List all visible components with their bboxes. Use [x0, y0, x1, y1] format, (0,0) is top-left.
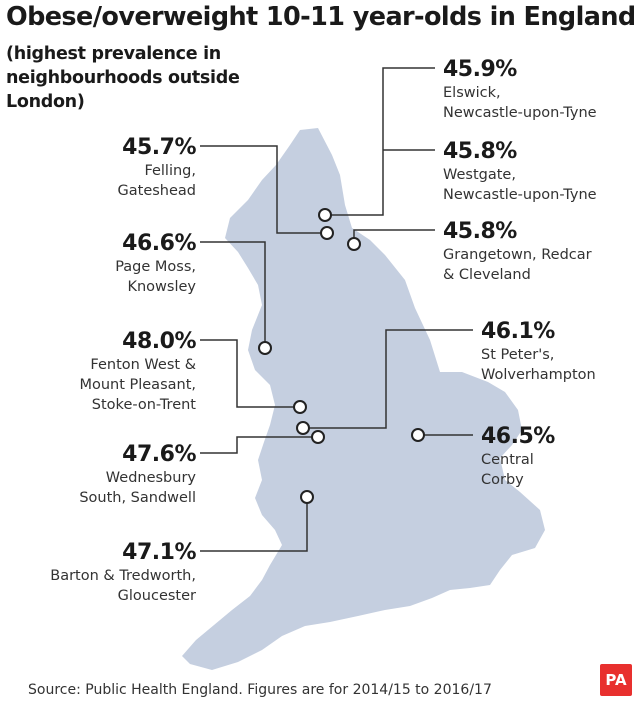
- marker-felling: [320, 226, 334, 240]
- label-westgate: 45.8% Westgate, Newcastle-upon-Tyne: [443, 139, 597, 205]
- label-st-peters: 46.1% St Peter's, Wolverhampton: [481, 319, 596, 385]
- place-corby-2: Corby: [481, 472, 524, 488]
- marker-wednesbury: [311, 430, 325, 444]
- source-note: Source: Public Health England. Figures a…: [28, 682, 492, 698]
- place-gloucester-2: Gloucester: [117, 588, 196, 604]
- place-st-peters-1: St Peter's,: [481, 347, 555, 363]
- place-wednesbury-2: South, Sandwell: [79, 490, 196, 506]
- place-grangetown-2: & Cleveland: [443, 267, 531, 283]
- place-corby-1: Central: [481, 452, 534, 468]
- label-felling: 45.7% Felling, Gateshead: [117, 135, 197, 201]
- map-title: Obese/overweight 10-11 year-olds in Engl…: [6, 2, 636, 32]
- place-wednesbury-1: Wednesbury: [105, 470, 196, 486]
- place-felling-2: Gateshead: [117, 183, 196, 199]
- place-fenton-2: Mount Pleasant,: [79, 377, 196, 393]
- value-elswick: 45.9%: [443, 57, 517, 82]
- label-fenton: 48.0% Fenton West & Mount Pleasant, Stok…: [79, 329, 196, 415]
- place-fenton-1: Fenton West &: [90, 357, 196, 373]
- value-fenton: 48.0%: [122, 329, 196, 354]
- label-gloucester: 47.1% Barton & Tredworth, Gloucester: [50, 540, 196, 606]
- map-subtitle: (highest prevalence in neighbourhoods ou…: [6, 44, 240, 112]
- marker-grangetown: [347, 237, 361, 251]
- marker-gloucester: [300, 490, 314, 504]
- place-westgate-1: Westgate,: [443, 167, 516, 183]
- marker-corby: [411, 428, 425, 442]
- value-felling: 45.7%: [122, 135, 196, 160]
- place-gloucester-1: Barton & Tredworth,: [50, 568, 196, 584]
- place-felling-1: Felling,: [144, 163, 196, 179]
- leader-line-fenton: [200, 339, 300, 408]
- value-westgate: 45.8%: [443, 139, 517, 164]
- place-elswick-2: Newcastle-upon-Tyne: [443, 105, 597, 121]
- marker-st-peters: [296, 421, 310, 435]
- leader-line-wednesbury: [200, 436, 318, 454]
- marker-elswick: [318, 208, 332, 222]
- leader-line-st-peters: [303, 329, 473, 429]
- marker-page-moss: [258, 341, 272, 355]
- place-page-moss-2: Knowsley: [127, 279, 196, 295]
- pa-logo: PA: [600, 664, 632, 696]
- place-grangetown-1: Grangetown, Redcar: [443, 247, 592, 263]
- label-wednesbury: 47.6% Wednesbury South, Sandwell: [79, 442, 196, 508]
- value-st-peters: 46.1%: [481, 319, 555, 344]
- marker-fenton: [293, 400, 307, 414]
- label-grangetown: 45.8% Grangetown, Redcar & Cleveland: [443, 219, 592, 285]
- value-wednesbury: 47.6%: [122, 442, 196, 467]
- leader-line-felling: [200, 145, 327, 234]
- value-page-moss: 46.6%: [122, 231, 196, 256]
- value-gloucester: 47.1%: [122, 540, 196, 565]
- england-outline: [182, 128, 545, 670]
- leader-line-page-moss: [200, 241, 266, 348]
- value-corby: 46.5%: [481, 424, 555, 449]
- leader-line-gloucester: [200, 497, 308, 552]
- label-page-moss: 46.6% Page Moss, Knowsley: [115, 231, 196, 297]
- place-fenton-3: Stoke-on-Trent: [91, 397, 196, 413]
- location-markers: [258, 208, 425, 504]
- label-corby: 46.5% Central Corby: [481, 424, 555, 490]
- place-elswick-1: Elswick,: [443, 85, 501, 101]
- place-westgate-2: Newcastle-upon-Tyne: [443, 187, 597, 203]
- leader-line-elswick: [325, 67, 435, 216]
- place-st-peters-2: Wolverhampton: [481, 367, 596, 383]
- value-grangetown: 45.8%: [443, 219, 517, 244]
- label-elswick: 45.9% Elswick, Newcastle-upon-Tyne: [443, 57, 597, 123]
- place-page-moss-1: Page Moss,: [115, 259, 196, 275]
